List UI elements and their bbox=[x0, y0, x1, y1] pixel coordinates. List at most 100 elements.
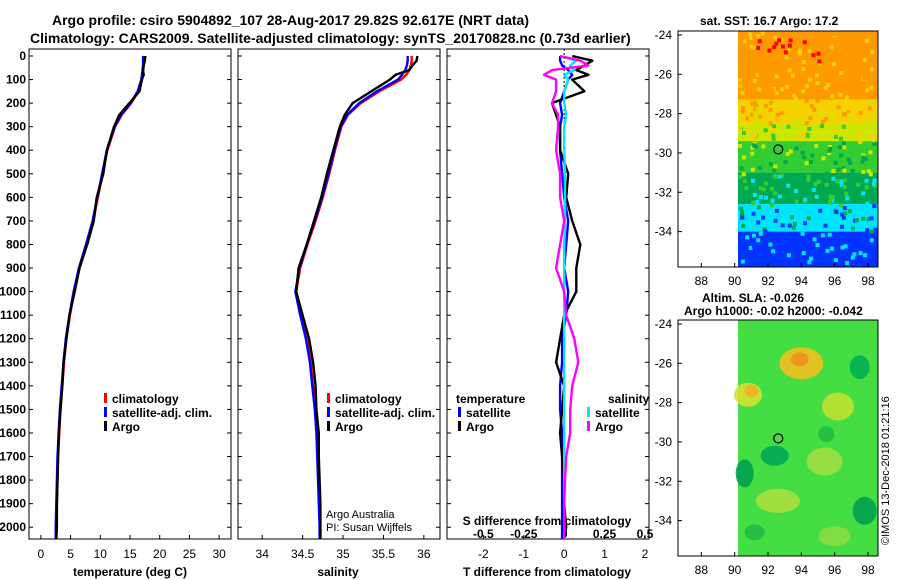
sst-pixel bbox=[816, 109, 821, 114]
sst-pixel bbox=[812, 107, 817, 112]
depth-tick-label: 400 bbox=[6, 143, 26, 157]
sst-pixel bbox=[838, 145, 843, 150]
sst-pixel bbox=[818, 46, 823, 51]
sst-pixel bbox=[838, 92, 843, 97]
legend-label-s-argo: Argo bbox=[595, 420, 623, 434]
sst-pixel bbox=[870, 50, 875, 55]
sst-pixel bbox=[809, 256, 814, 261]
sst-pixel bbox=[843, 255, 848, 260]
sst-pixel bbox=[832, 37, 837, 42]
sst-pixel bbox=[838, 136, 843, 141]
sst-pixel bbox=[763, 103, 768, 108]
sst-pixel bbox=[748, 234, 753, 239]
sst-pixel bbox=[805, 133, 810, 138]
sst-pixel bbox=[836, 167, 841, 172]
sst-pixel bbox=[741, 223, 746, 228]
sst-pixel bbox=[771, 128, 776, 133]
sst-pixel bbox=[744, 185, 749, 190]
sst-pixel bbox=[852, 252, 857, 257]
lon-tick-label: 90 bbox=[728, 274, 742, 288]
sst-pixel bbox=[872, 134, 876, 139]
depth-tick-label: 800 bbox=[6, 237, 26, 251]
sst-pixel bbox=[753, 107, 758, 112]
sst-pixel bbox=[749, 68, 754, 73]
sst-pixel bbox=[768, 242, 773, 247]
sst-pixel bbox=[753, 111, 758, 116]
sst-pixel bbox=[797, 48, 802, 53]
top-x-tick-label: 0.5 bbox=[637, 527, 654, 541]
sst-pixel bbox=[801, 251, 806, 255]
sst-pixel bbox=[858, 140, 863, 145]
sst-pixel bbox=[820, 124, 824, 129]
temperature-panel-frame bbox=[28, 48, 232, 540]
sst-pixel bbox=[833, 160, 838, 165]
sst-pixel bbox=[794, 120, 799, 124]
sla-anomaly bbox=[852, 496, 877, 525]
lat-tick-label: -28 bbox=[655, 396, 673, 410]
lon-tick-label: 92 bbox=[761, 563, 775, 577]
sst-pixel bbox=[794, 146, 799, 151]
sst-pixel bbox=[823, 223, 828, 228]
depth-tick-label: 200 bbox=[6, 96, 26, 110]
depth-tick-label: 1700 bbox=[0, 450, 26, 464]
sst-pixel bbox=[863, 157, 868, 162]
sst-pixel bbox=[754, 121, 759, 126]
sst-pixel bbox=[830, 70, 835, 75]
sst-pixel bbox=[750, 101, 754, 106]
sst-pixel bbox=[805, 43, 810, 48]
sst-pixel bbox=[865, 201, 869, 206]
sst-pixel bbox=[794, 189, 799, 193]
sst-pixel bbox=[745, 90, 750, 95]
x-tick-label: 0 bbox=[38, 547, 45, 561]
depth-tick-label: 900 bbox=[6, 261, 26, 275]
sst-pixel bbox=[845, 261, 850, 265]
sst-pixel bbox=[740, 210, 745, 215]
sst-pixel bbox=[840, 224, 844, 229]
sst-pixel bbox=[799, 132, 804, 137]
sst-pixel bbox=[747, 128, 752, 133]
sst-pixel bbox=[739, 114, 743, 119]
sst-map-title: sat. SST: 16.7 Argo: 17.2 bbox=[700, 14, 839, 28]
sst-pixel bbox=[791, 233, 796, 238]
depth-tick-label: 1900 bbox=[0, 497, 26, 511]
sst-pixel bbox=[785, 235, 790, 240]
title-line-2: Climatology: CARS2009. Satellite-adjuste… bbox=[30, 30, 631, 46]
sst-pixel bbox=[794, 238, 799, 243]
lat-tick-label: -32 bbox=[655, 185, 673, 199]
sst-pixel bbox=[864, 178, 869, 183]
sst-pixel bbox=[803, 221, 807, 226]
sst-pixel-warm bbox=[774, 41, 779, 46]
salinity-legend: climatology satellite-adj. clim. Argo bbox=[327, 392, 435, 434]
sst-pixel bbox=[738, 258, 743, 262]
sst-pixel bbox=[772, 168, 777, 173]
sst-pixel bbox=[810, 153, 815, 158]
series-line-t-argo bbox=[550, 54, 594, 540]
sst-pixel bbox=[842, 185, 847, 190]
depth-tick-label: 1500 bbox=[0, 402, 26, 416]
sst-pixel bbox=[849, 260, 854, 264]
sst-pixel bbox=[771, 69, 775, 74]
sst-pixel-warm bbox=[757, 39, 762, 44]
lat-tick-label: -24 bbox=[655, 28, 673, 42]
sst-pixel bbox=[771, 59, 776, 64]
sst-pixel bbox=[741, 80, 746, 85]
sst-pixel bbox=[749, 79, 754, 84]
sst-pixel bbox=[817, 61, 822, 66]
sst-pixel bbox=[777, 194, 782, 199]
sst-pixel bbox=[771, 133, 776, 138]
sst-pixel bbox=[771, 42, 776, 47]
sst-pixel bbox=[803, 116, 808, 121]
sst-pixel bbox=[841, 79, 846, 84]
sst-pixel bbox=[843, 211, 848, 216]
sst-pixel bbox=[804, 121, 809, 126]
sst-pixel bbox=[818, 208, 823, 213]
sla-anomaly bbox=[818, 426, 835, 443]
depth-tick-label: 1100 bbox=[0, 308, 26, 322]
sst-pixel bbox=[738, 144, 742, 148]
sst-pixel bbox=[856, 182, 861, 187]
sst-pixel bbox=[801, 89, 806, 94]
sst-pixel bbox=[747, 82, 752, 87]
sst-pixel bbox=[738, 78, 743, 83]
sst-pixel-warm bbox=[787, 43, 792, 48]
